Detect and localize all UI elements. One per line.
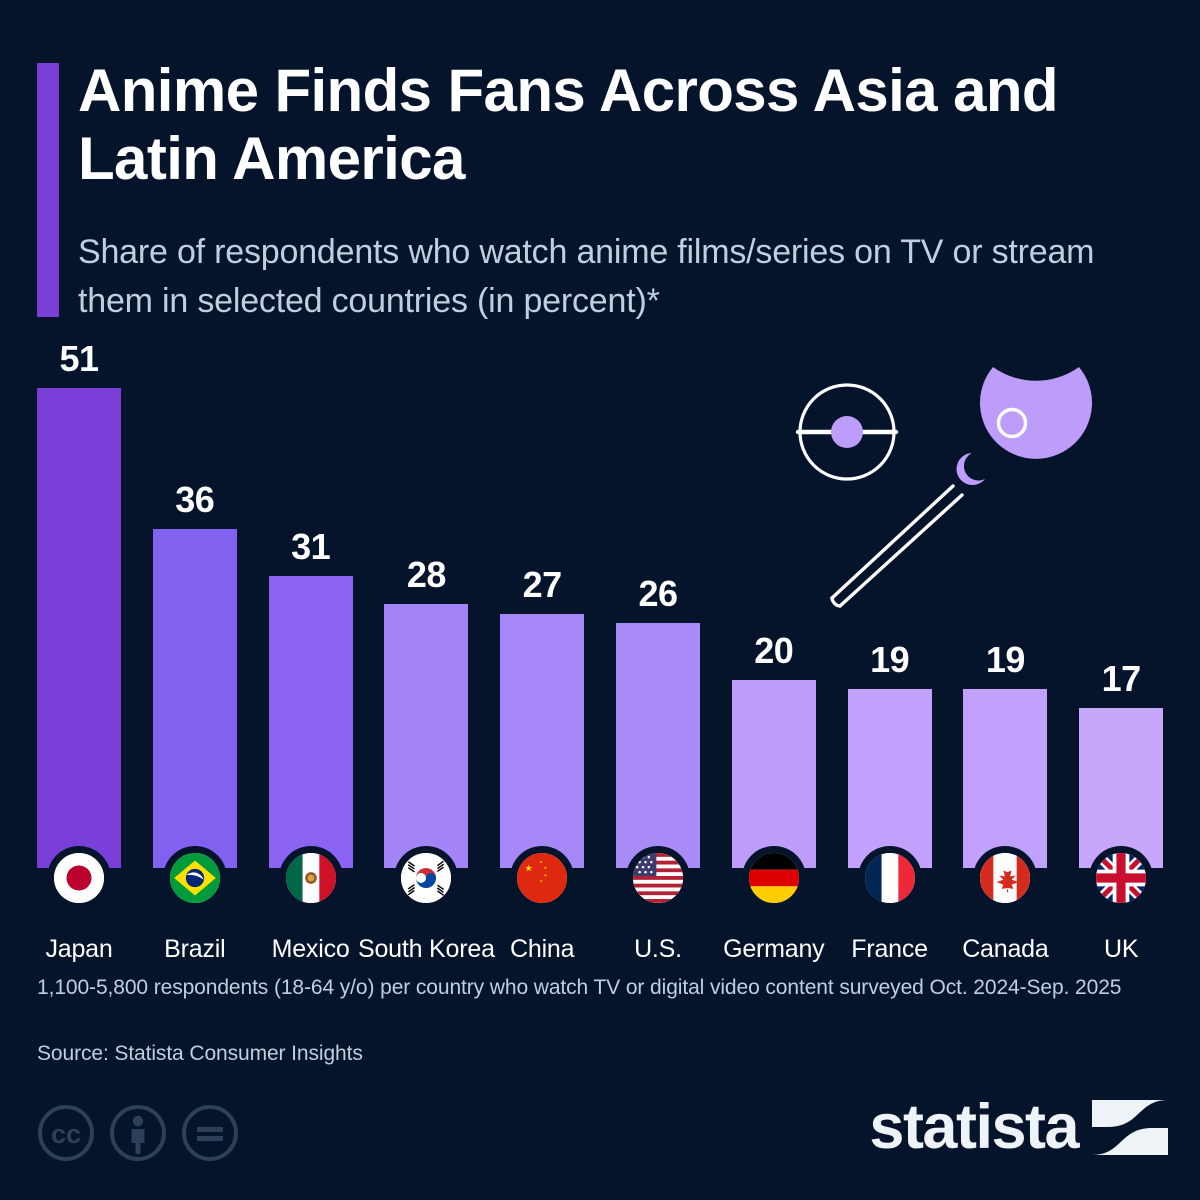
- small-crescent-bead-icon: [956, 453, 985, 485]
- flag-badge-china: [510, 846, 575, 910]
- bar-value-label: 28: [406, 554, 447, 596]
- flag-badge-germany: [741, 846, 806, 910]
- bar-value-label: 51: [59, 338, 99, 379]
- bar-group-canada: 19 Canada: [947, 340, 1063, 962]
- accent-bar: [37, 63, 59, 317]
- country-label: Brazil: [164, 934, 226, 963]
- flag-badge-canada: [973, 846, 1038, 910]
- bar-group-united-kingdom: 17 UK: [1063, 340, 1179, 963]
- planet-symbol-icon: [795, 383, 899, 481]
- flag-icon-united-kingdom: [1096, 853, 1147, 903]
- bar-chart: 51 Japan 36 Brazil 31 Mexico 28 South Korea 27 Ch…: [0, 338, 1200, 963]
- flag-badge-united-kingdom: [1089, 846, 1154, 910]
- bar-value-label: 17: [1101, 658, 1142, 699]
- svg-text:cc: cc: [51, 1119, 81, 1149]
- bar: [731, 679, 816, 868]
- bar: [152, 529, 237, 868]
- bar-group-france: 19 France: [832, 340, 948, 963]
- flag-badge-united-states: [626, 846, 690, 910]
- wand-staff-icon: [830, 484, 964, 608]
- bar: [268, 576, 353, 868]
- flag-icon-united-states: [633, 853, 683, 903]
- flag-icon-china: [517, 853, 568, 903]
- bar: [1079, 708, 1164, 868]
- statista-logo: statista: [869, 1096, 1168, 1159]
- anime-magic-wand-illustration: [790, 355, 1110, 630]
- no-derivatives-equals-icon[interactable]: [181, 1104, 239, 1162]
- bar-group-south-korea: 28 South Korea: [358, 340, 495, 962]
- bar: [384, 604, 469, 868]
- country-label: U.S.: [634, 934, 682, 963]
- wand-svg: [795, 367, 1092, 608]
- flag-icon-france: [864, 853, 915, 903]
- flag-icon-germany: [748, 853, 799, 903]
- flag-badge-japan: [47, 846, 111, 910]
- page-subtitle: Share of respondents who watch anime fil…: [78, 233, 1095, 321]
- flag-icon-south-korea: [401, 853, 452, 903]
- flag-icon-japan: [54, 853, 104, 903]
- statista-wordmark: statista: [869, 1092, 1079, 1162]
- bar-value-label: 26: [638, 573, 678, 615]
- bar: [37, 388, 121, 868]
- bar: [616, 623, 700, 868]
- bar-group-china: 27 China: [484, 340, 600, 963]
- flag-badge-mexico: [278, 846, 343, 910]
- bar-value-label: 31: [291, 526, 331, 568]
- country-label: Canada: [962, 934, 1049, 963]
- attribution-person-icon[interactable]: [109, 1104, 167, 1162]
- bar: [963, 689, 1048, 868]
- footnote: 1,100-5,800 respondents (18-64 y/o) per …: [37, 976, 1122, 999]
- flag-badge-brazil: [162, 846, 227, 910]
- bar-group-brazil: 36 Brazil: [137, 340, 253, 963]
- page-title: Anime Finds Fans Across Asia and Latin A…: [78, 57, 1059, 192]
- country-label: Mexico: [271, 934, 350, 963]
- flag-icon-mexico: [285, 853, 336, 903]
- bar-group-mexico: 31 Mexico: [253, 340, 369, 963]
- bar-value-label: 19: [870, 639, 910, 681]
- bar: [500, 613, 585, 868]
- creative-commons-badges: cc: [37, 1104, 239, 1162]
- flag-badge-france: [857, 846, 922, 910]
- crescent-moon-icon: [980, 367, 1092, 459]
- statista-s-mark-icon: [1092, 1100, 1168, 1155]
- country-label: China: [510, 934, 575, 963]
- country-label: Germany: [723, 934, 825, 963]
- bar-value-label: 20: [754, 629, 794, 671]
- bar-group-germany: 20 Germany: [716, 340, 832, 963]
- country-label: France: [851, 934, 928, 963]
- country-label: Japan: [45, 934, 113, 963]
- bar-value-label: 27: [522, 563, 563, 605]
- cc-icon[interactable]: cc: [37, 1104, 95, 1162]
- country-label: South Korea: [357, 934, 495, 963]
- bar-group-japan: 51 Japan: [21, 338, 137, 963]
- bar-group-united-states: 26 U.S.: [600, 340, 716, 963]
- flag-icon-brazil: [169, 853, 220, 903]
- flag-badge-south-korea: [394, 846, 459, 910]
- flag-icon-canada: [980, 853, 1031, 903]
- country-label: UK: [1104, 934, 1139, 963]
- bar-value-label: 19: [985, 639, 1026, 681]
- header: Anime Finds Fans Across Asia and Latin A…: [0, 0, 1200, 330]
- bar-value-label: 36: [175, 479, 215, 521]
- bar: [847, 689, 932, 868]
- source-label: Source: Statista Consumer Insights: [37, 1042, 363, 1065]
